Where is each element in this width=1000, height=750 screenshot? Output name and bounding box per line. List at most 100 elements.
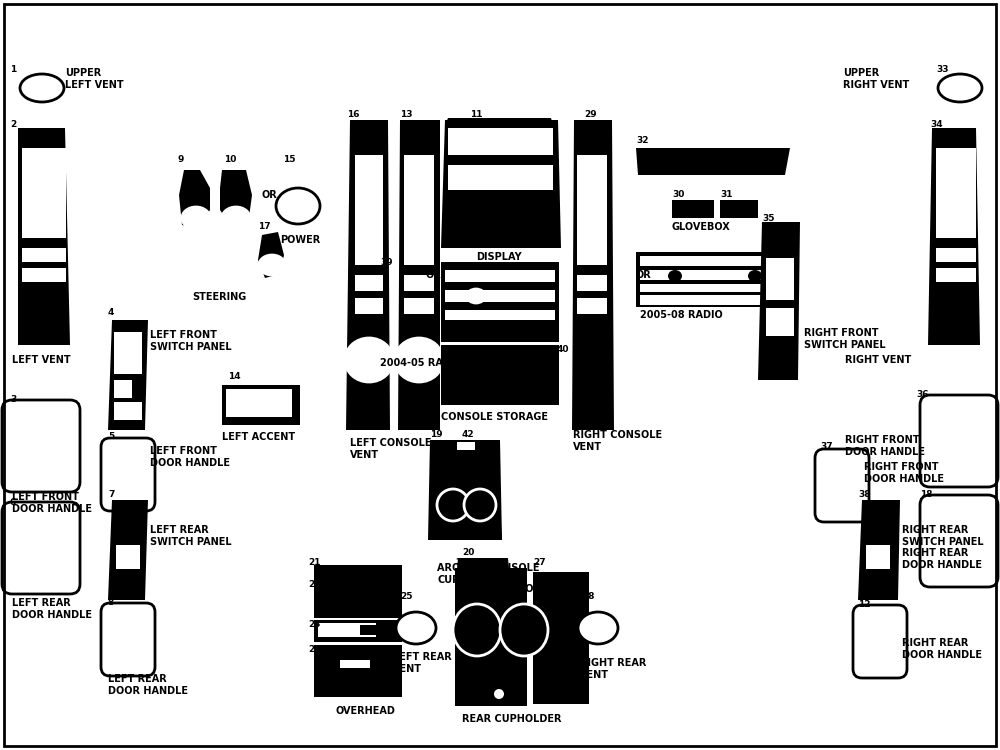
- Text: 2005-08 RADIO: 2005-08 RADIO: [640, 310, 723, 320]
- Bar: [114, 332, 142, 374]
- Bar: [340, 660, 370, 668]
- Text: 5: 5: [108, 432, 114, 441]
- Text: 8: 8: [108, 598, 114, 607]
- Text: UPPER
LEFT VENT: UPPER LEFT VENT: [65, 68, 124, 89]
- Bar: [116, 545, 140, 569]
- Text: RIGHT FRONT
DOOR HANDLE: RIGHT FRONT DOOR HANDLE: [864, 462, 944, 484]
- Text: LEFT REAR
SWITCH PANEL: LEFT REAR SWITCH PANEL: [150, 525, 232, 547]
- Text: RIGHT REAR
VENT: RIGHT REAR VENT: [580, 658, 646, 680]
- Bar: [720, 200, 758, 218]
- Polygon shape: [636, 148, 790, 175]
- Text: 2004-05 RADIO: 2004-05 RADIO: [380, 358, 463, 368]
- Bar: [577, 275, 607, 291]
- Bar: [533, 572, 589, 704]
- Bar: [314, 565, 402, 583]
- Text: 25: 25: [400, 592, 413, 601]
- Text: LEFT REAR
DOOR HANDLE: LEFT REAR DOOR HANDLE: [108, 674, 188, 695]
- Bar: [404, 298, 434, 314]
- FancyBboxPatch shape: [815, 449, 869, 522]
- Polygon shape: [572, 120, 614, 430]
- Ellipse shape: [222, 207, 250, 229]
- Bar: [318, 623, 376, 637]
- Ellipse shape: [938, 74, 982, 102]
- Text: LEFT REAR
VENT: LEFT REAR VENT: [393, 652, 452, 674]
- Text: RIGHT CONSOLE
VENT: RIGHT CONSOLE VENT: [573, 430, 662, 451]
- Text: RIGHT REAR
DOOR HANDLE: RIGHT REAR DOOR HANDLE: [902, 638, 982, 659]
- Text: 34: 34: [930, 120, 943, 129]
- Ellipse shape: [668, 270, 682, 282]
- Text: GLOVEBOX: GLOVEBOX: [672, 222, 731, 232]
- Polygon shape: [258, 232, 284, 278]
- Bar: [114, 380, 132, 398]
- Ellipse shape: [467, 289, 485, 303]
- Bar: [441, 345, 559, 405]
- Text: OR: OR: [636, 270, 652, 280]
- FancyBboxPatch shape: [920, 395, 998, 487]
- Text: 23: 23: [308, 620, 320, 629]
- Text: 21: 21: [308, 558, 320, 567]
- Bar: [114, 402, 142, 420]
- FancyBboxPatch shape: [101, 438, 155, 511]
- Text: RIGHT VENT: RIGHT VENT: [845, 355, 911, 365]
- Bar: [640, 256, 780, 266]
- Polygon shape: [18, 128, 70, 345]
- Bar: [936, 148, 976, 238]
- Text: 10: 10: [224, 155, 236, 164]
- Ellipse shape: [395, 338, 443, 382]
- Bar: [455, 440, 477, 452]
- Text: 18: 18: [920, 490, 932, 499]
- Polygon shape: [428, 440, 502, 540]
- Bar: [866, 545, 890, 569]
- Text: 14: 14: [228, 372, 241, 381]
- Bar: [445, 326, 555, 340]
- Text: RIGHT REAR
DOOR HANDLE: RIGHT REAR DOOR HANDLE: [902, 548, 982, 569]
- Bar: [404, 275, 434, 291]
- FancyBboxPatch shape: [2, 502, 80, 594]
- Text: DISPLAY: DISPLAY: [476, 252, 522, 262]
- Text: LEFT VENT: LEFT VENT: [12, 355, 71, 365]
- Bar: [448, 120, 553, 128]
- Text: 38: 38: [858, 490, 870, 499]
- Bar: [766, 308, 794, 336]
- Bar: [355, 298, 383, 314]
- Ellipse shape: [494, 689, 504, 699]
- Bar: [445, 270, 555, 282]
- Ellipse shape: [748, 270, 762, 282]
- Text: 42: 42: [462, 430, 475, 439]
- Text: UPPER
RIGHT VENT: UPPER RIGHT VENT: [843, 68, 909, 89]
- Text: LEFT CONSOLE
VENT: LEFT CONSOLE VENT: [350, 438, 432, 460]
- Text: CONSOLE STORAGE: CONSOLE STORAGE: [441, 412, 548, 422]
- Text: POWER: POWER: [280, 235, 320, 245]
- Ellipse shape: [259, 255, 285, 275]
- Text: OR: OR: [426, 270, 442, 280]
- Bar: [766, 258, 794, 300]
- Bar: [577, 155, 607, 265]
- Bar: [936, 248, 976, 262]
- Bar: [445, 290, 555, 302]
- Text: 39: 39: [380, 258, 393, 267]
- Text: 9: 9: [178, 155, 184, 164]
- Polygon shape: [108, 500, 148, 600]
- Text: LEFT FRONT
SWITCH PANEL: LEFT FRONT SWITCH PANEL: [150, 330, 232, 352]
- Polygon shape: [758, 222, 800, 380]
- Polygon shape: [430, 455, 502, 540]
- Text: LEFT REAR
DOOR HANDLE: LEFT REAR DOOR HANDLE: [12, 598, 92, 619]
- Text: AROUND CONSOLE
CUPHOLDER: AROUND CONSOLE CUPHOLDER: [437, 563, 540, 584]
- Text: LEFT ACCENT: LEFT ACCENT: [222, 432, 295, 442]
- Text: RIGHT FRONT
SWITCH PANEL: RIGHT FRONT SWITCH PANEL: [804, 328, 886, 350]
- Bar: [640, 284, 780, 292]
- Polygon shape: [441, 120, 561, 248]
- Ellipse shape: [20, 74, 64, 102]
- Ellipse shape: [578, 612, 618, 644]
- Text: 29: 29: [584, 110, 597, 119]
- Bar: [636, 252, 784, 307]
- Bar: [640, 295, 780, 305]
- Bar: [222, 385, 300, 425]
- Polygon shape: [220, 170, 252, 228]
- Text: 20: 20: [462, 548, 474, 557]
- Ellipse shape: [437, 489, 469, 521]
- Polygon shape: [456, 558, 510, 580]
- Polygon shape: [108, 320, 148, 430]
- Polygon shape: [445, 120, 557, 152]
- Text: REAR CONSOLE: REAR CONSOLE: [462, 584, 546, 594]
